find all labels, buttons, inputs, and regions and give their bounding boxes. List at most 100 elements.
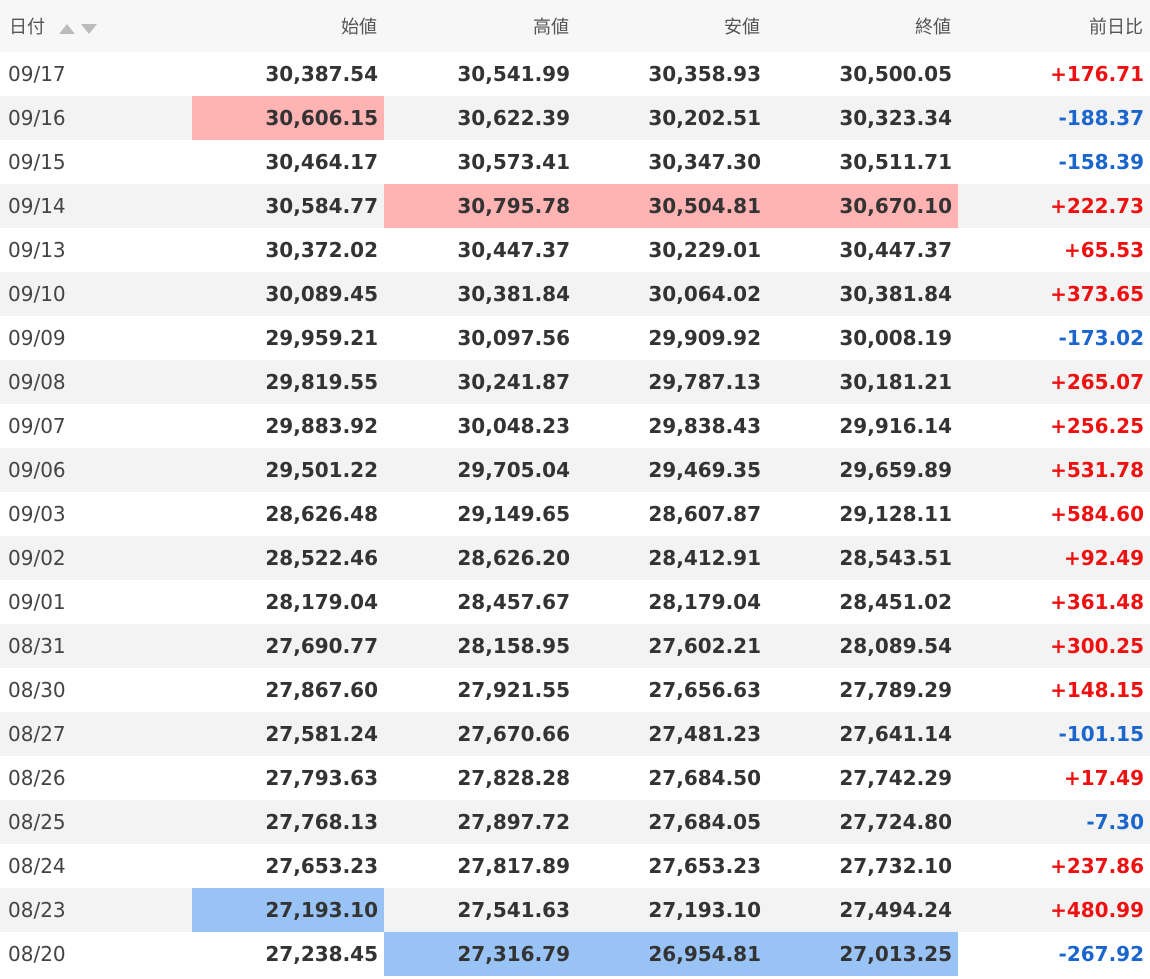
cell-low: 30,064.02 <box>648 282 761 306</box>
cell-date: 08/25 <box>8 810 66 834</box>
cell-change: -101.15 <box>1058 722 1144 746</box>
cell-change: +222.73 <box>1050 194 1144 218</box>
table-row: 09/17 30,387.54 30,541.99 30,358.93 30,500.0… <box>0 52 1150 96</box>
column-header-open[interactable]: 始値 <box>192 0 384 52</box>
cell-open: 28,179.04 <box>265 590 378 614</box>
cell-open: 30,089.45 <box>265 282 378 306</box>
cell-change: -173.02 <box>1058 326 1144 350</box>
cell-close: 30,670.10 <box>767 184 958 228</box>
cell-close: 30,181.21 <box>839 370 952 394</box>
cell-close: 27,494.24 <box>839 898 952 922</box>
cell-high: 30,541.99 <box>457 62 570 86</box>
cell-date: 08/27 <box>8 722 66 746</box>
sort-descending-icon[interactable] <box>80 23 97 34</box>
table-row: 08/27 27,581.24 27,670.66 27,481.23 27,641.1… <box>0 712 1150 756</box>
cell-close: 28,451.02 <box>839 590 952 614</box>
cell-high: 27,828.28 <box>457 766 570 790</box>
table-row: 09/14 30,584.77 30,795.78 30,504.81 30,670.1… <box>0 184 1150 228</box>
cell-date: 08/20 <box>8 942 66 966</box>
sort-controls[interactable] <box>58 18 97 39</box>
cell-high: 27,921.55 <box>457 678 570 702</box>
cell-high: 28,158.95 <box>457 634 570 658</box>
cell-close: 27,732.10 <box>839 854 952 878</box>
table-row: 08/24 27,653.23 27,817.89 27,653.23 27,732.1… <box>0 844 1150 888</box>
cell-open: 29,501.22 <box>265 458 378 482</box>
cell-open: 27,867.60 <box>265 678 378 702</box>
sort-ascending-icon[interactable] <box>58 23 75 34</box>
cell-change: +300.25 <box>1050 634 1144 658</box>
cell-change: +17.49 <box>1063 766 1144 790</box>
cell-date: 09/01 <box>8 590 66 614</box>
cell-close: 30,500.05 <box>839 62 952 86</box>
cell-close: 27,789.29 <box>839 678 952 702</box>
cell-high: 29,149.65 <box>457 502 570 526</box>
table-row: 09/16 30,606.15 30,622.39 30,202.51 30,323.3… <box>0 96 1150 140</box>
cell-high: 27,817.89 <box>457 854 570 878</box>
cell-high: 27,541.63 <box>457 898 570 922</box>
cell-open: 27,793.63 <box>265 766 378 790</box>
cell-high: 27,316.79 <box>384 932 576 976</box>
cell-change: +373.65 <box>1050 282 1144 306</box>
cell-change: +480.99 <box>1050 898 1144 922</box>
table-row: 09/01 28,179.04 28,457.67 28,179.04 28,451.0… <box>0 580 1150 624</box>
cell-open: 30,372.02 <box>265 238 378 262</box>
cell-date: 09/09 <box>8 326 66 350</box>
cell-date: 09/08 <box>8 370 66 394</box>
cell-open: 29,959.21 <box>265 326 378 350</box>
cell-date: 09/10 <box>8 282 66 306</box>
column-header-label: 日付 <box>9 17 45 38</box>
cell-low: 30,229.01 <box>648 238 761 262</box>
cell-open: 30,464.17 <box>265 150 378 174</box>
table-row: 09/15 30,464.17 30,573.41 30,347.30 30,511.7… <box>0 140 1150 184</box>
cell-change: +584.60 <box>1050 502 1144 526</box>
cell-close: 30,323.34 <box>839 106 952 130</box>
table-row: 09/03 28,626.48 29,149.65 28,607.87 29,128.1… <box>0 492 1150 536</box>
cell-low: 29,909.92 <box>648 326 761 350</box>
cell-close: 27,742.29 <box>839 766 952 790</box>
cell-date: 08/26 <box>8 766 66 790</box>
column-header-close[interactable]: 終値 <box>767 0 958 52</box>
cell-change: +256.25 <box>1050 414 1144 438</box>
cell-close: 30,381.84 <box>839 282 952 306</box>
cell-change: +148.15 <box>1050 678 1144 702</box>
table-row: 08/20 27,238.45 27,316.79 26,954.81 27,013.2… <box>0 932 1150 976</box>
cell-change: +361.48 <box>1050 590 1144 614</box>
table-row: 08/23 27,193.10 27,541.63 27,193.10 27,494.2… <box>0 888 1150 932</box>
cell-date: 09/14 <box>8 194 66 218</box>
cell-low: 30,358.93 <box>648 62 761 86</box>
column-header-date[interactable]: 日付 <box>0 0 192 52</box>
cell-low: 30,504.81 <box>576 184 767 228</box>
cell-open: 27,238.45 <box>265 942 378 966</box>
table-row: 09/08 29,819.55 30,241.87 29,787.13 30,181.2… <box>0 360 1150 404</box>
column-header-change[interactable]: 前日比 <box>958 0 1150 52</box>
cell-open: 29,819.55 <box>265 370 378 394</box>
cell-date: 09/06 <box>8 458 66 482</box>
cell-high: 30,573.41 <box>457 150 570 174</box>
cell-high: 30,097.56 <box>457 326 570 350</box>
cell-date: 09/17 <box>8 62 66 86</box>
cell-change: -188.37 <box>1058 106 1144 130</box>
cell-open: 27,581.24 <box>265 722 378 746</box>
cell-change: -158.39 <box>1058 150 1144 174</box>
cell-high: 30,381.84 <box>457 282 570 306</box>
cell-date: 08/31 <box>8 634 66 658</box>
cell-change: -7.30 <box>1086 810 1144 834</box>
table-row: 08/31 27,690.77 28,158.95 27,602.21 28,089.5… <box>0 624 1150 668</box>
cell-date: 08/23 <box>8 898 66 922</box>
cell-high: 27,897.72 <box>457 810 570 834</box>
table-body: 09/17 30,387.54 30,541.99 30,358.93 30,500.0… <box>0 52 1150 976</box>
cell-low: 26,954.81 <box>576 932 767 976</box>
cell-low: 27,481.23 <box>648 722 761 746</box>
cell-date: 09/07 <box>8 414 66 438</box>
cell-high: 30,241.87 <box>457 370 570 394</box>
cell-date: 08/30 <box>8 678 66 702</box>
cell-low: 28,607.87 <box>648 502 761 526</box>
column-header-high[interactable]: 高値 <box>384 0 576 52</box>
cell-close: 30,511.71 <box>839 150 952 174</box>
cell-close: 28,089.54 <box>839 634 952 658</box>
cell-high: 30,622.39 <box>457 106 570 130</box>
cell-close: 28,543.51 <box>839 546 952 570</box>
cell-high: 28,457.67 <box>457 590 570 614</box>
column-header-low[interactable]: 安値 <box>576 0 767 52</box>
